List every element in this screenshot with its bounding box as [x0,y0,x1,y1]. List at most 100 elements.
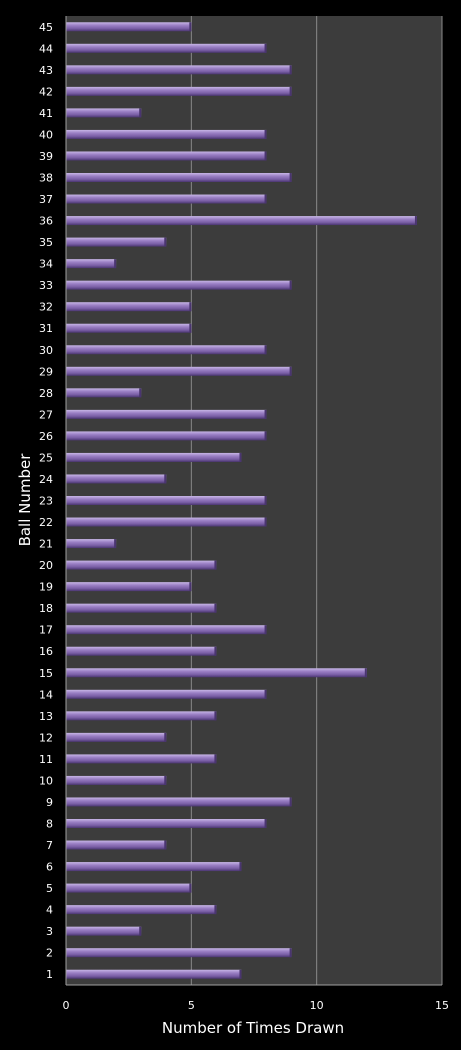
bar-14 [66,689,267,699]
bar-40 [66,129,267,139]
bar-4 [66,905,217,915]
y-tick-label: 32 [39,301,53,314]
bar-end-cap [264,496,267,505]
y-tick-label: 38 [39,172,53,185]
bar-end-cap [364,668,367,678]
bar-21 [66,539,117,549]
bar-end-cap [189,323,192,333]
y-tick-label: 39 [39,150,53,163]
bar-end-cap [239,452,242,462]
bar-11 [66,754,217,764]
y-tick-label: 14 [39,688,53,701]
bar-body [66,151,267,161]
bar-41 [66,108,142,118]
bar-end-cap [164,775,167,785]
bar-body [66,409,267,419]
bar-end-cap [264,194,267,204]
bar-end-cap [289,86,292,96]
bar-body [66,517,267,527]
bar-body [66,905,217,915]
bar-43 [66,65,292,75]
y-tick-label: 24 [39,473,53,486]
bar-39 [66,151,267,161]
y-tick-label: 31 [39,322,53,335]
bar-19 [66,582,192,592]
bar-end-cap [114,539,117,549]
y-tick-label: 16 [39,645,53,658]
bar-body [66,345,267,355]
bar-end-cap [289,65,292,75]
y-tick-label: 34 [39,258,53,271]
bar-body [66,43,267,53]
y-axis-title: Ball Number [16,453,34,547]
y-tick-label: 19 [39,581,53,594]
y-tick-label: 13 [39,710,53,723]
bar-body [66,431,267,441]
y-tick-label: 40 [39,128,53,141]
y-tick-label: 8 [46,818,53,831]
bar-24 [66,474,167,484]
bar-end-cap [264,345,267,355]
y-tick-labels: 1234567891011121314151617181920212223242… [39,21,53,981]
bar-end-cap [289,797,292,807]
bar-end-cap [264,517,267,527]
bar-45 [66,22,192,32]
bar-end-cap [264,689,267,699]
y-tick-label: 35 [39,236,53,249]
y-tick-label: 5 [46,882,53,895]
bar-3 [66,926,142,936]
y-tick-label: 30 [39,344,53,357]
bar-32 [66,302,192,312]
bar-2 [66,948,292,958]
bar-end-cap [214,754,217,764]
bar-end-cap [289,280,292,290]
x-tick-label: 15 [435,999,449,1012]
x-tick-label: 5 [188,999,195,1012]
bar-16 [66,646,217,656]
bar-23 [66,496,267,505]
bar-body [66,366,292,376]
x-axis-title: Number of Times Drawn [162,1019,344,1037]
bar-30 [66,345,267,355]
bar-body [66,496,267,505]
y-tick-label: 7 [46,839,53,852]
bar-body [66,22,192,32]
y-tick-label: 37 [39,193,53,206]
bar-end-cap [164,237,167,247]
y-tick-label: 29 [39,365,53,378]
y-tick-label: 11 [39,753,53,766]
bar-body [66,754,217,764]
bar-end-cap [289,948,292,958]
bar-end-cap [189,883,192,893]
bar-body [66,452,242,462]
bar-body [66,280,292,290]
x-tick-label: 0 [63,999,70,1012]
bar-body [66,216,417,226]
bar-body [66,474,167,484]
bar-29 [66,366,292,376]
y-tick-label: 15 [39,667,53,680]
bar-end-cap [239,969,242,979]
bar-body [66,539,117,549]
bar-end-cap [164,732,167,742]
y-tick-label: 45 [39,21,53,34]
bar-end-cap [164,840,167,850]
bar-body [66,65,292,75]
bar-6 [66,862,242,872]
y-tick-label: 12 [39,731,53,744]
y-tick-label: 44 [39,42,53,55]
bar-body [66,840,167,850]
y-tick-label: 33 [39,279,53,292]
bar-body [66,173,292,182]
bar-25 [66,452,242,462]
bar-38 [66,173,292,182]
bar-end-cap [414,216,417,226]
bar-body [66,560,217,570]
bar-18 [66,603,217,613]
y-tick-label: 22 [39,516,53,529]
bar-8 [66,819,267,828]
bar-end-cap [214,560,217,570]
bar-body [66,388,142,398]
bar-end-cap [264,151,267,161]
